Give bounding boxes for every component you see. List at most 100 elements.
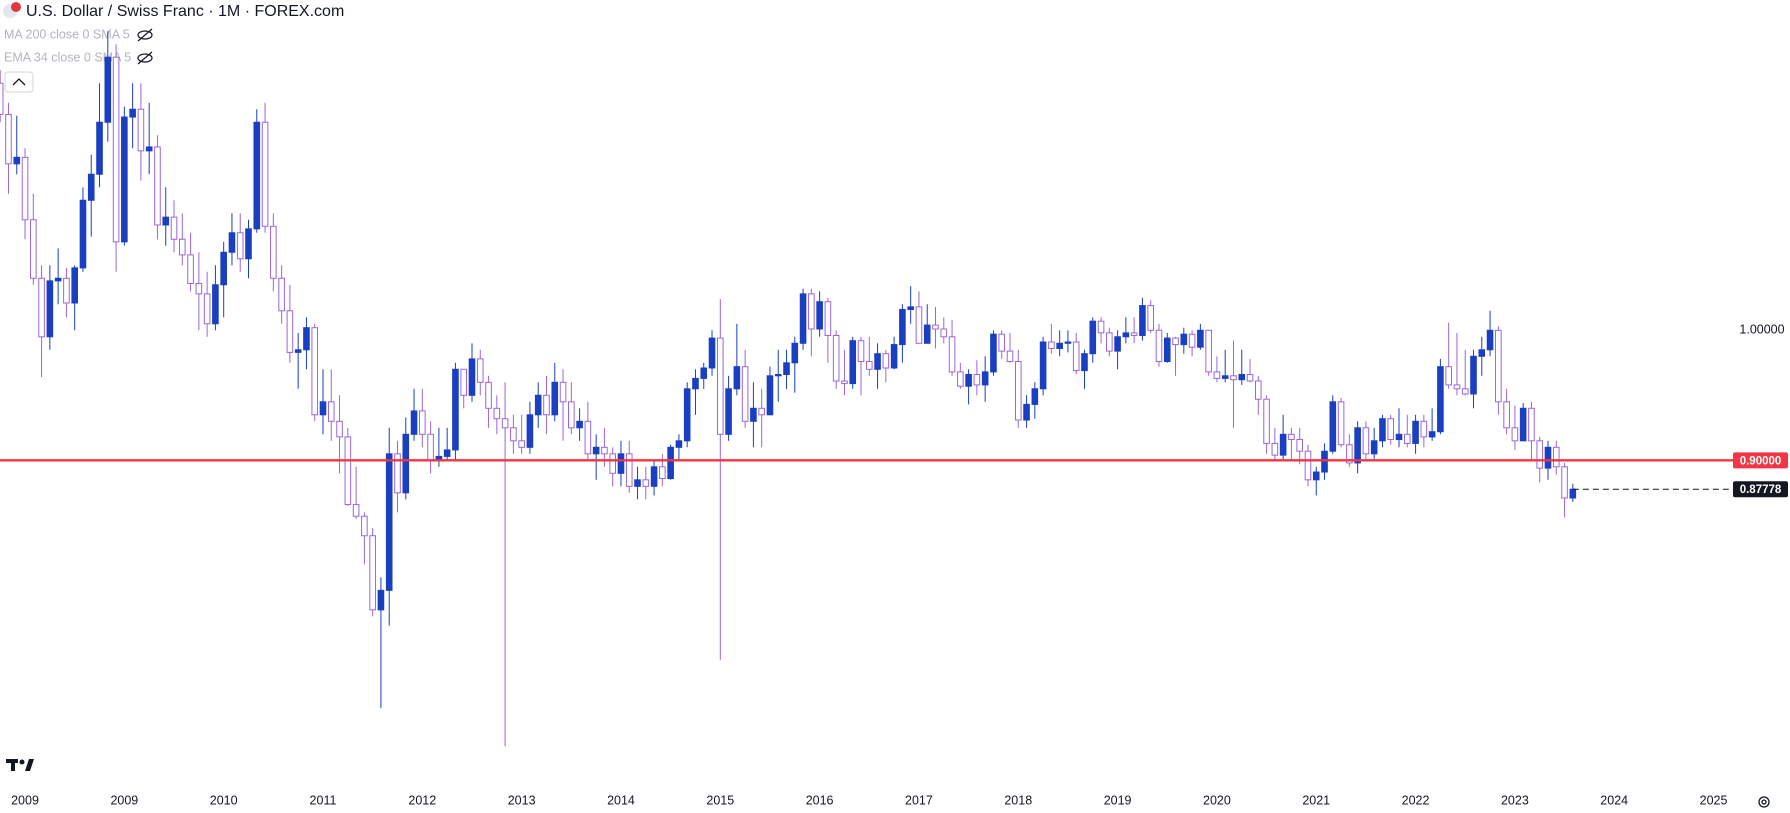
candle-body xyxy=(617,453,625,474)
candle-body xyxy=(178,238,186,256)
candle-body xyxy=(245,228,252,260)
candle-body xyxy=(485,381,492,409)
candle-body xyxy=(957,371,964,387)
candle-body xyxy=(1552,446,1560,468)
candle-body xyxy=(1453,384,1461,390)
candle-body xyxy=(1503,401,1510,429)
candle-body xyxy=(145,146,153,152)
candle-body xyxy=(63,277,70,304)
candle-body xyxy=(700,367,708,379)
candle-body xyxy=(592,446,600,455)
x-tick-label: 2016 xyxy=(806,793,834,807)
candle-body xyxy=(1329,401,1337,452)
candle-body xyxy=(791,342,799,364)
candle-body xyxy=(1403,433,1411,444)
candle-body xyxy=(824,301,832,336)
candle-body xyxy=(1246,373,1254,382)
candle-body xyxy=(1437,366,1444,433)
candle-body xyxy=(1544,446,1552,469)
candle-body xyxy=(212,284,219,325)
candle-body xyxy=(112,56,120,243)
candle-body xyxy=(1089,320,1097,355)
candle-body xyxy=(1255,380,1262,400)
candle-body xyxy=(220,251,227,286)
candle-body xyxy=(1147,305,1155,331)
last-price-label-bg xyxy=(1733,481,1788,498)
candle-body xyxy=(940,328,948,338)
candle-body xyxy=(121,116,128,243)
collapse-button[interactable] xyxy=(4,71,34,93)
level-label-bg xyxy=(1733,452,1788,469)
candle-body xyxy=(973,373,981,386)
candle-body xyxy=(377,589,385,611)
candle-body xyxy=(228,232,236,253)
candle-body xyxy=(46,280,54,338)
candle-body xyxy=(1346,444,1353,464)
candle-body xyxy=(253,121,261,230)
tradingview-logo xyxy=(6,759,34,771)
candle-body xyxy=(568,401,575,429)
candle-body xyxy=(965,373,972,387)
candle-body xyxy=(137,108,145,152)
x-tick-label: 2023 xyxy=(1501,793,1529,807)
candle-body xyxy=(476,358,484,383)
symbol-icon xyxy=(3,2,21,18)
candle-body xyxy=(1172,337,1179,346)
candle-body xyxy=(1486,329,1494,351)
hidden-icon[interactable] xyxy=(137,51,153,65)
candle-body xyxy=(419,410,426,435)
x-tick-label: 2025 xyxy=(1700,793,1728,807)
candle-body xyxy=(1528,407,1535,442)
candle-body xyxy=(1461,388,1469,395)
hidden-icon[interactable] xyxy=(137,28,153,42)
candle-body xyxy=(361,515,368,537)
candle-body xyxy=(1362,427,1370,455)
candle-body xyxy=(170,216,178,240)
candle-body xyxy=(890,344,898,369)
candle-body xyxy=(1519,407,1527,442)
candle-body xyxy=(1569,488,1577,499)
candle-body xyxy=(13,156,21,165)
candle-body xyxy=(1337,401,1345,446)
candle-body xyxy=(278,277,285,312)
candle-body xyxy=(766,375,774,416)
candle-body xyxy=(1081,353,1088,372)
candle-body xyxy=(659,466,666,480)
indicator-label: MA 200 close 0 SMA 5 xyxy=(4,27,130,41)
candle-body xyxy=(783,362,790,375)
candle-body xyxy=(344,436,352,506)
plot-area: 1.00000 2009 2009 2010 2011 2012 2013 2014 2015 2… xyxy=(0,31,1788,807)
candle-body xyxy=(385,453,393,591)
candle-body xyxy=(1064,341,1072,344)
candle-body xyxy=(327,401,335,422)
candle-body xyxy=(501,418,509,429)
candle-body xyxy=(1188,333,1196,348)
candle-body xyxy=(899,308,906,346)
candle-body xyxy=(5,113,12,165)
candle-body xyxy=(526,414,534,448)
candle-body xyxy=(30,219,37,279)
x-tick-label: 2009 xyxy=(11,793,39,807)
x-tick-label: 2011 xyxy=(310,793,337,807)
candle-body xyxy=(1114,336,1121,352)
candle-body xyxy=(865,360,873,370)
candle-body xyxy=(932,324,939,330)
candle-body xyxy=(1205,329,1212,373)
candle-body xyxy=(1163,337,1171,362)
x-tick-label: 2020 xyxy=(1203,793,1231,807)
candle-body xyxy=(534,394,542,416)
candle-body xyxy=(427,433,434,461)
candle-body xyxy=(443,449,451,457)
candle-body xyxy=(1139,305,1146,336)
candle-body xyxy=(336,420,343,438)
candle-body xyxy=(609,453,616,474)
x-tick-label: 2010 xyxy=(210,793,238,807)
candle-body xyxy=(1180,333,1188,346)
candle-body xyxy=(311,327,319,416)
candle-body xyxy=(518,440,525,448)
candle-body xyxy=(452,368,459,451)
settings-icon[interactable] xyxy=(1758,796,1770,808)
candle-body xyxy=(38,277,45,338)
candle-body xyxy=(71,267,78,304)
